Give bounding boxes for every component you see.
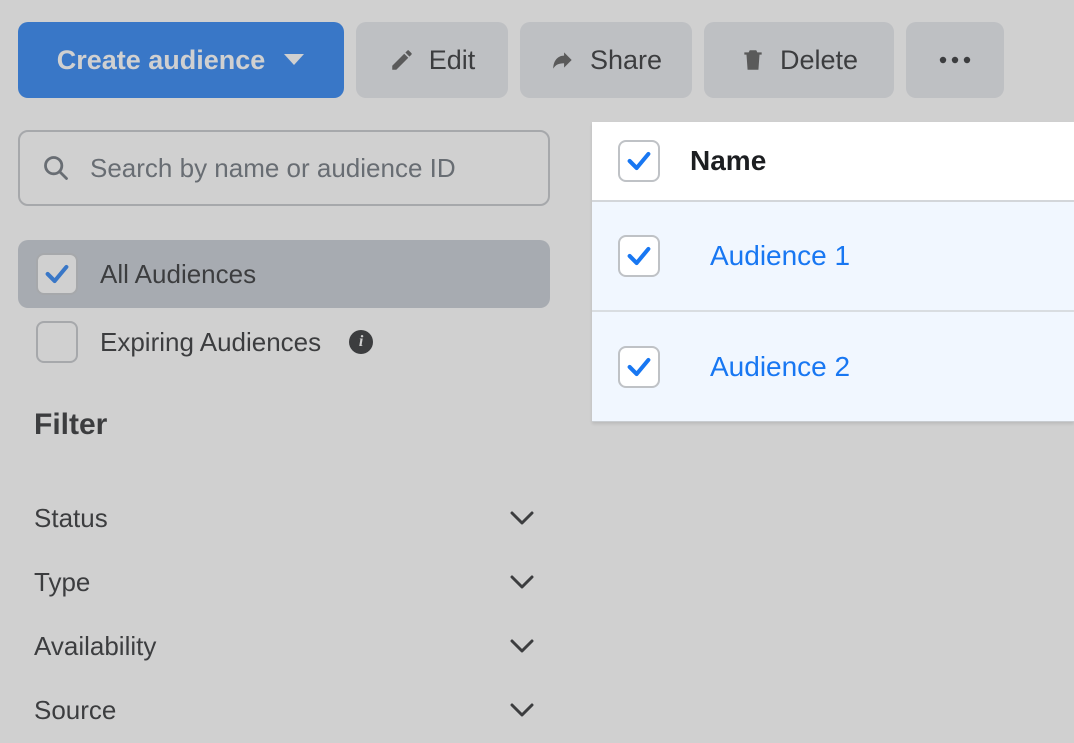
select-all-checkbox[interactable] <box>618 140 660 182</box>
share-button[interactable]: Share <box>520 22 692 98</box>
create-audience-button[interactable]: Create audience <box>18 22 344 98</box>
more-button[interactable] <box>906 22 1004 98</box>
sidebar: Create audience Edit Share Delete <box>0 0 552 743</box>
audience-groups: All Audiences Expiring Audiences i <box>18 240 550 376</box>
more-icon <box>937 55 973 65</box>
checkbox-all-audiences[interactable] <box>36 253 78 295</box>
edit-label: Edit <box>429 45 476 76</box>
checkbox-expiring-audiences[interactable] <box>36 321 78 363</box>
audience-link[interactable]: Audience 1 <box>710 240 850 272</box>
share-label: Share <box>590 45 662 76</box>
filter-status[interactable]: Status <box>34 486 534 550</box>
audience-panel: Name Audience 1 Audience 2 <box>592 122 1074 422</box>
pencil-icon <box>389 47 415 73</box>
audience-group-expiring[interactable]: Expiring Audiences i <box>18 308 550 376</box>
panel-header: Name <box>592 122 1074 202</box>
info-icon[interactable]: i <box>349 330 373 354</box>
audience-link[interactable]: Audience 2 <box>710 351 850 383</box>
search-input[interactable] <box>90 153 548 184</box>
filter-list: Status Type Availability Source <box>34 486 534 742</box>
share-icon <box>550 47 576 73</box>
toolbar: Create audience Edit Share Delete <box>18 22 1004 98</box>
table-row[interactable]: Audience 1 <box>592 202 1074 312</box>
chevron-down-icon <box>510 703 534 717</box>
filter-type-label: Type <box>34 567 90 598</box>
row-checkbox[interactable] <box>618 235 660 277</box>
filter-status-label: Status <box>34 503 108 534</box>
filter-type[interactable]: Type <box>34 550 534 614</box>
search-box[interactable] <box>18 130 550 206</box>
filter-heading: Filter <box>34 408 107 442</box>
create-audience-label: Create audience <box>57 45 266 76</box>
delete-button[interactable]: Delete <box>704 22 894 98</box>
delete-label: Delete <box>780 45 858 76</box>
column-header-name: Name <box>690 145 766 177</box>
filter-availability-label: Availability <box>34 631 156 662</box>
chevron-down-icon <box>510 639 534 653</box>
search-icon <box>42 154 70 182</box>
row-checkbox[interactable] <box>618 346 660 388</box>
filter-availability[interactable]: Availability <box>34 614 534 678</box>
caret-down-icon <box>283 53 305 67</box>
trash-icon <box>740 47 766 73</box>
table-row[interactable]: Audience 2 <box>592 312 1074 422</box>
edit-button[interactable]: Edit <box>356 22 508 98</box>
audience-group-all[interactable]: All Audiences <box>18 240 550 308</box>
audience-group-expiring-label: Expiring Audiences <box>100 327 321 358</box>
filter-source-label: Source <box>34 695 116 726</box>
audience-group-all-label: All Audiences <box>100 259 256 290</box>
chevron-down-icon <box>510 511 534 525</box>
filter-source[interactable]: Source <box>34 678 534 742</box>
chevron-down-icon <box>510 575 534 589</box>
